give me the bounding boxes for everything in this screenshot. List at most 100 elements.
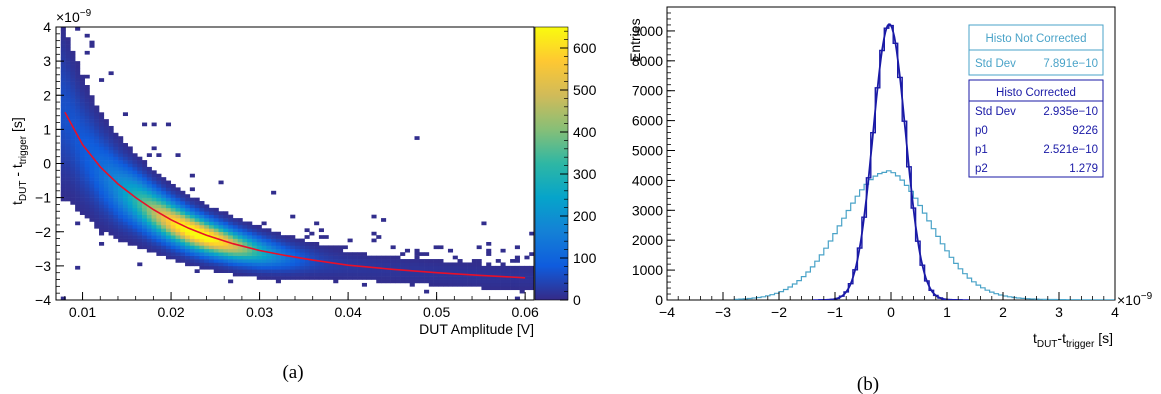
heatmap-cell: [151, 197, 157, 202]
heatmap-cell: [314, 221, 320, 226]
heatmap-cell: [414, 262, 420, 267]
heatmap-cell: [495, 272, 501, 277]
heatmap-cell: [352, 259, 358, 263]
x-tick-label: 0.01: [69, 304, 96, 320]
heatmap-cell: [75, 173, 81, 178]
heatmap-cell: [299, 241, 305, 246]
heatmap-cell: [328, 255, 334, 260]
heatmap-cell: [189, 197, 195, 202]
heatmap-cell: [142, 177, 148, 181]
heatmap-cell: [165, 183, 172, 188]
heatmap-cell: [161, 190, 167, 195]
heatmap-cell: [75, 166, 81, 171]
heatmap-cell: [433, 265, 439, 270]
heatmap-cell: [84, 74, 90, 79]
heatmap-cell: [99, 207, 105, 212]
heatmap-cell: [99, 221, 105, 226]
heatmap-cell: [79, 149, 85, 154]
heatmap-cell: [180, 248, 186, 253]
heatmap-cell: [146, 214, 152, 219]
heatmap-cell: [514, 272, 520, 277]
heatmap-cell: [266, 259, 272, 263]
heatmap-cell: [232, 265, 238, 270]
heatmap-cell: [75, 108, 81, 113]
heatmap-cell: [505, 286, 511, 291]
heatmap-cell: [122, 190, 128, 195]
heatmap-cell: [103, 207, 109, 212]
heatmap-cell: [271, 190, 277, 195]
heatmap-cell: [103, 187, 109, 192]
heatmap-cell: [208, 248, 215, 253]
heatmap-cell: [185, 214, 191, 219]
heatmap-cell: [328, 248, 334, 253]
heatmap-cell: [452, 282, 458, 287]
heatmap-cell: [142, 207, 148, 212]
heatmap-cell: [65, 122, 71, 127]
heatmap-cell: [113, 166, 119, 171]
heatmap-cell: [79, 85, 85, 89]
heatmap-cell: [175, 194, 181, 198]
heatmap-cell: [84, 85, 90, 89]
heatmap-cell: [185, 224, 191, 229]
heatmap-cell: [94, 125, 100, 130]
heatmap-cell: [84, 129, 90, 134]
panel-b-y-label: Entries: [627, 18, 643, 62]
heatmap-cell: [424, 289, 430, 294]
heatmap-cell: [137, 245, 143, 250]
heatmap-cell: [438, 259, 444, 263]
heatmap-cell: [94, 207, 100, 212]
heatmap-cell: [318, 248, 324, 253]
heatmap-cell: [103, 197, 109, 202]
heatmap-cell: [242, 262, 248, 267]
heatmap-cell: [189, 248, 195, 253]
heatmap-cell: [60, 81, 66, 86]
heatmap-cell: [142, 211, 148, 215]
heatmap-cell: [447, 248, 454, 253]
heatmap-cell: [228, 279, 234, 284]
heatmap-cell: [142, 173, 148, 178]
heatmap-cell: [151, 187, 157, 192]
heatmap-cell: [122, 228, 128, 233]
heatmap-cell: [146, 201, 152, 205]
heatmap-cell: [338, 272, 344, 277]
heatmap-cell: [94, 149, 100, 154]
heatmap-cell: [218, 265, 224, 270]
heatmap-cell: [376, 259, 382, 263]
heatmap-cell: [309, 252, 315, 256]
heatmap-cell: [381, 279, 387, 284]
heatmap-cell: [452, 276, 458, 280]
heatmap-cell: [438, 269, 444, 273]
heatmap-cell: [75, 122, 81, 127]
heatmap-cell: [490, 286, 497, 291]
heatmap-cell: [84, 136, 90, 140]
x-tick-label: 0.02: [157, 304, 184, 320]
heatmap-cell: [524, 282, 530, 287]
heatmap-cell: [390, 245, 396, 250]
heatmap-cell: [99, 136, 105, 140]
heatmap-cell: [65, 67, 71, 72]
heatmap-cell: [118, 143, 124, 147]
heatmap-cell: [132, 180, 138, 185]
heatmap-cell: [103, 221, 109, 226]
heatmap-cell: [189, 173, 195, 178]
heatmap-cell: [161, 201, 167, 205]
heatmap-cell: [65, 125, 71, 130]
heatmap-cell: [146, 166, 152, 171]
heatmap-cell: [510, 269, 516, 273]
heatmap-cell: [70, 190, 76, 195]
heatmap-cell: [414, 265, 420, 270]
heatmap-cell: [457, 265, 463, 270]
heatmap-cell: [218, 221, 224, 226]
heatmap-cell: [156, 197, 162, 202]
heatmap-cell: [99, 218, 105, 222]
heatmap-cell: [165, 201, 172, 205]
heatmap-cell: [529, 265, 534, 270]
heatmap-cell: [118, 228, 124, 233]
heatmap-cell: [409, 272, 415, 277]
heatmap-cell: [79, 177, 85, 181]
heatmap-cell: [118, 139, 124, 144]
heatmap-cell: [142, 187, 148, 192]
heatmap-cell: [285, 262, 291, 267]
heatmap-cell: [285, 276, 291, 280]
heatmap-cell: [70, 180, 76, 185]
